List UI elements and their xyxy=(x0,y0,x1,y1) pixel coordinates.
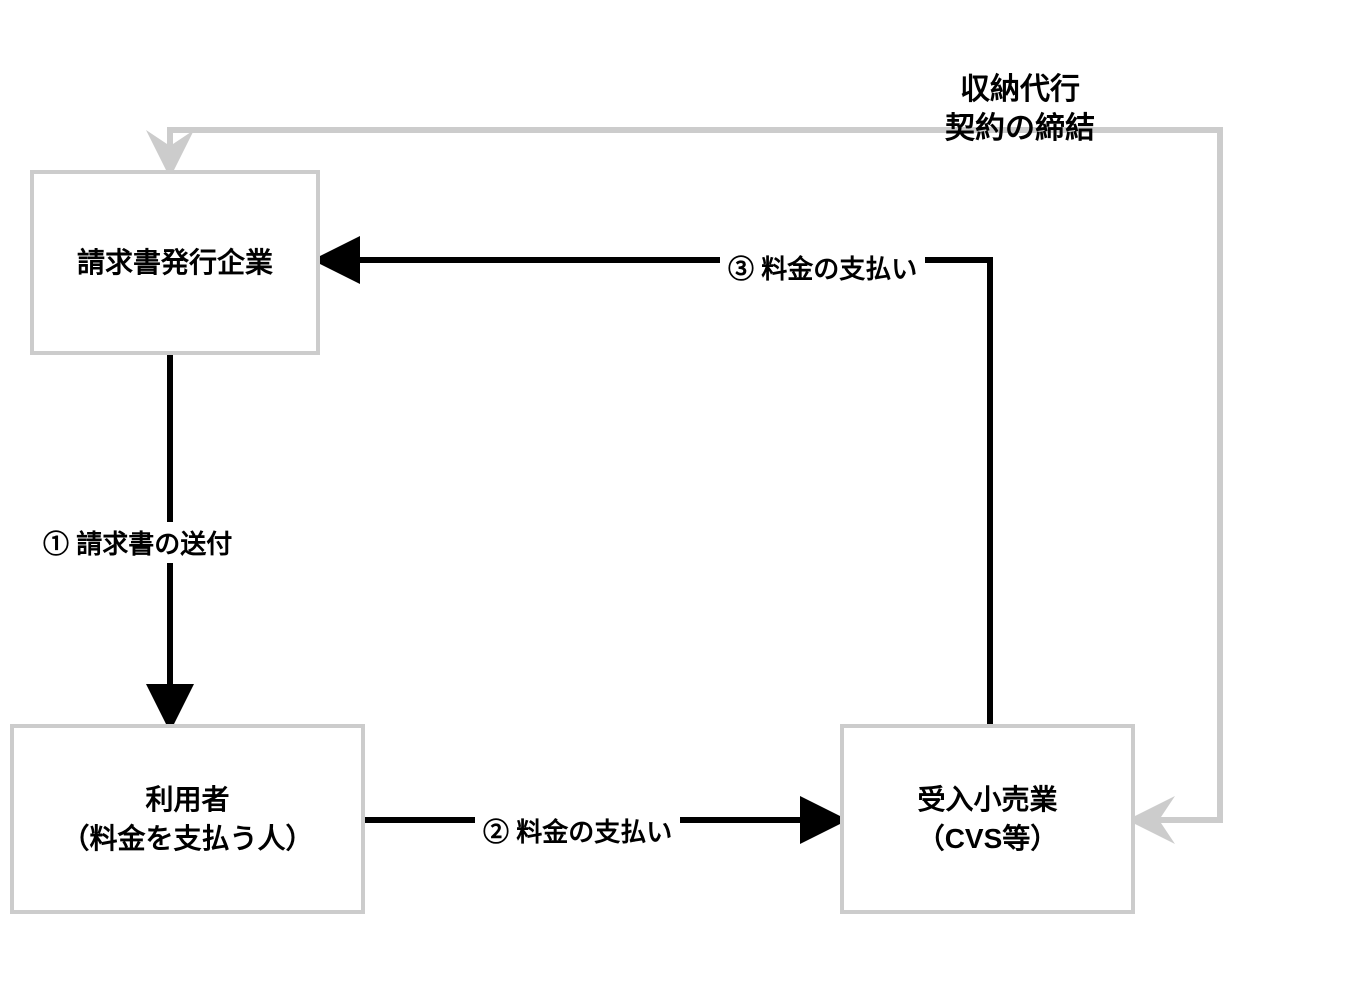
node-retailer-label-1: 受入小売業 xyxy=(917,780,1057,819)
node-issuer-label: 請求書発行企業 xyxy=(77,243,273,282)
node-issuer: 請求書発行企業 xyxy=(30,170,320,355)
node-retailer: 受入小売業 （CVS等） xyxy=(840,724,1135,914)
node-user-label-1: 利用者 xyxy=(145,780,229,819)
node-user-label-2: （料金を支払う人） xyxy=(61,819,313,858)
edge-context-label: 収納代行 契約の締結 xyxy=(945,70,1095,148)
edge-1-label: ① 請求書の送付 xyxy=(35,522,240,563)
edge-2-label: ② 料金の支払い xyxy=(475,810,680,851)
node-user: 利用者 （料金を支払う人） xyxy=(10,724,365,914)
node-retailer-label-2: （CVS等） xyxy=(917,819,1059,858)
context-label-2: 契約の締結 xyxy=(945,109,1095,148)
edge-3 xyxy=(320,260,990,724)
flowchart-diagram: 請求書発行企業 利用者 （料金を支払う人） 受入小売業 （CVS等） ① 請求書… xyxy=(0,0,1356,993)
edge-3-label: ③ 料金の支払い xyxy=(720,247,925,288)
context-label-1: 収納代行 xyxy=(945,70,1095,109)
edge-context xyxy=(170,130,1220,820)
